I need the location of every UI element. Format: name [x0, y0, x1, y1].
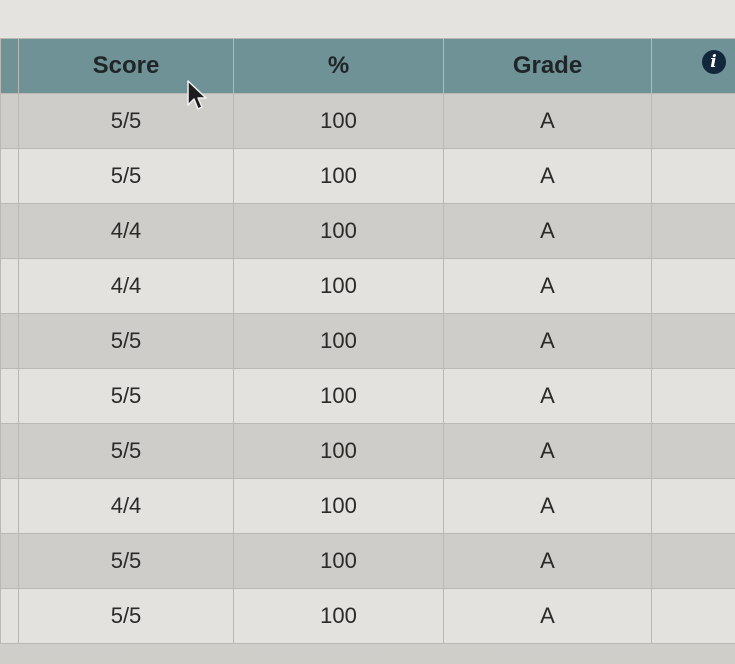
- score-cell: 5/5: [18, 533, 234, 589]
- grade-cell: A: [443, 313, 652, 369]
- grade-cell: A: [443, 368, 652, 424]
- grades-table: Score % Grade i 5/5 100 A 5/5 100 A 4/4 100 A 4/4…: [0, 38, 735, 644]
- score-cell: 4/4: [18, 478, 234, 534]
- row-info-cell: [651, 368, 735, 424]
- score-cell: 5/5: [18, 368, 234, 424]
- row-edge-cell: [0, 148, 19, 204]
- percent-cell: 100: [233, 478, 444, 534]
- percent-cell: 100: [233, 368, 444, 424]
- grade-cell: A: [443, 258, 652, 314]
- table-row: 5/5 100 A: [0, 423, 735, 479]
- row-info-cell: [651, 313, 735, 369]
- table-row: 5/5 100 A: [0, 93, 735, 149]
- header-grade[interactable]: Grade: [443, 38, 652, 94]
- table-row: 4/4 100 A: [0, 258, 735, 314]
- row-info-cell: [651, 533, 735, 589]
- row-info-cell: [651, 423, 735, 479]
- row-edge-cell: [0, 93, 19, 149]
- grade-cell: A: [443, 423, 652, 479]
- grades-body: 5/5 100 A 5/5 100 A 4/4 100 A 4/4 100 A 5/5 100 A 5/5 10…: [0, 93, 735, 644]
- percent-cell: 100: [233, 533, 444, 589]
- info-icon[interactable]: i: [701, 50, 726, 74]
- header-row: Score % Grade i: [0, 38, 735, 94]
- row-edge-cell: [0, 478, 19, 534]
- row-info-cell: [651, 148, 735, 204]
- score-cell: 5/5: [18, 148, 234, 204]
- table-row: 4/4 100 A: [0, 478, 735, 534]
- percent-cell: 100: [233, 148, 444, 204]
- row-info-cell: [651, 478, 735, 534]
- score-cell: 5/5: [18, 423, 234, 479]
- top-band: [0, 0, 735, 39]
- table-row: 5/5 100 A: [0, 588, 735, 644]
- row-edge-cell: [0, 313, 19, 369]
- grade-cell: A: [443, 203, 652, 259]
- score-cell: 4/4: [18, 258, 234, 314]
- grade-cell: A: [443, 93, 652, 149]
- percent-cell: 100: [233, 93, 444, 149]
- row-edge-cell: [0, 203, 19, 259]
- grade-cell: A: [443, 478, 652, 534]
- table-row: 5/5 100 A: [0, 148, 735, 204]
- header-percent[interactable]: %: [233, 38, 444, 94]
- table-row: 5/5 100 A: [0, 533, 735, 589]
- row-edge-cell: [0, 258, 19, 314]
- score-cell: 4/4: [18, 203, 234, 259]
- mouse-pointer-icon: [187, 80, 207, 110]
- grade-cell: A: [443, 148, 652, 204]
- table-row: 5/5 100 A: [0, 368, 735, 424]
- table-row: 5/5 100 A: [0, 313, 735, 369]
- grade-cell: A: [443, 533, 652, 589]
- percent-cell: 100: [233, 423, 444, 479]
- row-info-cell: [651, 203, 735, 259]
- percent-cell: 100: [233, 203, 444, 259]
- score-cell: 5/5: [18, 313, 234, 369]
- header-score[interactable]: Score: [18, 38, 234, 94]
- row-info-cell: [651, 93, 735, 149]
- header-edge: [0, 38, 19, 94]
- row-info-cell: [651, 588, 735, 644]
- row-edge-cell: [0, 588, 19, 644]
- percent-cell: 100: [233, 313, 444, 369]
- row-edge-cell: [0, 423, 19, 479]
- percent-cell: 100: [233, 588, 444, 644]
- table-row: 4/4 100 A: [0, 203, 735, 259]
- row-edge-cell: [0, 368, 19, 424]
- score-cell: 5/5: [18, 588, 234, 644]
- percent-cell: 100: [233, 258, 444, 314]
- row-info-cell: [651, 258, 735, 314]
- header-info: i: [651, 38, 735, 94]
- row-edge-cell: [0, 533, 19, 589]
- grade-cell: A: [443, 588, 652, 644]
